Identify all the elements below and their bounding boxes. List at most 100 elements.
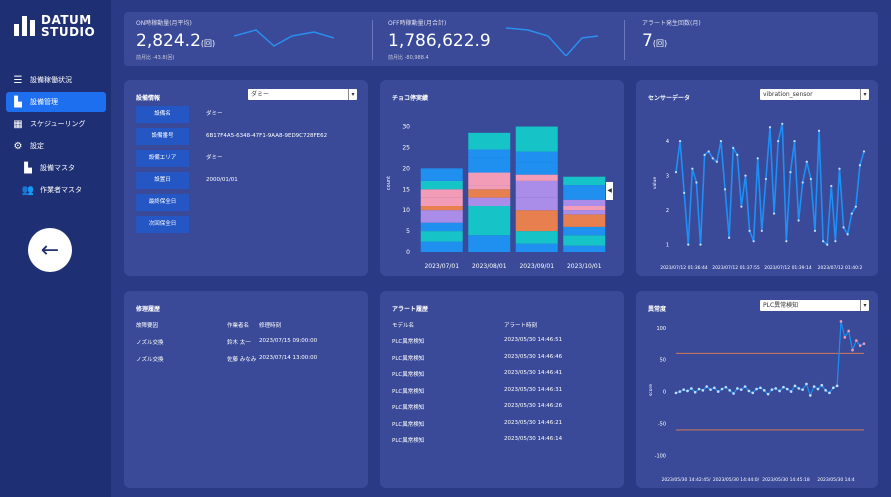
equipment-panel: 設備情報 ダミー ▾ 設備名 ダミー 設備番号 6B17F4A5-6348-47F1-… [124, 80, 368, 276]
y-axis-label: value [652, 177, 658, 190]
kpi-off: OFF時稼動量(月合計) 1,786,622.9 前月比 -80,988.4 [388, 18, 491, 61]
bar-segment [515, 210, 558, 232]
anomaly-point [732, 392, 735, 395]
users-icon: 👥 [21, 184, 35, 196]
table-cell: PLC異常検知 [392, 355, 425, 362]
anomaly-point [697, 387, 701, 391]
bar-segment [420, 222, 463, 232]
kpi-divider [372, 20, 373, 60]
sidebar-item-label: 設定 [30, 142, 44, 150]
table-cell: 2023/05/30 14:46:14 [504, 436, 563, 442]
anomaly-point [720, 387, 724, 391]
sensor-point [707, 150, 710, 153]
bar-segment [563, 193, 606, 200]
calendar-icon: ▦ [13, 118, 23, 130]
sensor-point [809, 177, 812, 181]
bar-segment [420, 241, 463, 252]
anomaly-series-line [675, 321, 865, 398]
sensor-point [826, 243, 829, 246]
kpi-bar: ON時稼動量(月平均) 2,824.2(回) 前月比 -43.8(回) OFF時… [124, 12, 878, 66]
repair-history-panel: 修理履歴 故障要因 作業者名 修理時刻 ノズル交換 鈴木 太一 2023/07/15 09… [124, 291, 368, 488]
sensor-point [715, 160, 718, 163]
sensor-select[interactable]: vibration_sensor ▾ [760, 89, 869, 100]
equipment-select[interactable]: ダミー ▾ [248, 89, 357, 100]
table-header: 作業者名 [227, 323, 250, 329]
chevron-down-icon: ▾ [860, 89, 869, 100]
bar-segment [468, 132, 511, 150]
y-axis-label: score [648, 384, 654, 396]
chevron-down-icon: ▾ [348, 89, 357, 100]
bar-segment [468, 206, 511, 236]
panel-title: 異常度 [648, 306, 667, 313]
sensor-point [785, 240, 788, 243]
info-label: 設備名 [136, 106, 189, 123]
logo[interactable]: DATUM STUDIO [14, 14, 95, 38]
anomaly-point [716, 390, 720, 393]
bar-segment [420, 231, 463, 242]
bar-segment [515, 197, 558, 211]
y-tick-label: 0 [406, 249, 410, 256]
bar-segment [515, 174, 558, 181]
table-cell: PLC異常検知 [392, 388, 425, 395]
anomaly-point [778, 389, 781, 393]
bar-segment [515, 231, 558, 244]
anomaly-point [682, 388, 685, 391]
sensor-point [764, 177, 768, 181]
bar-segment [468, 172, 511, 186]
panel-collapse-handle[interactable]: ◀ [606, 182, 613, 200]
bar-segment [563, 206, 606, 211]
sidebar-item[interactable]: ☰ 設備稼働状況 [6, 70, 106, 90]
y-tick-label: 100 [656, 326, 666, 332]
table-cell: PLC異常検知 [392, 438, 425, 444]
sidebar-item[interactable]: ⚙ 設定 [6, 136, 106, 156]
table-cell: 2023/05/30 14:46:31 [504, 386, 563, 393]
y-tick-label: 15 [402, 186, 410, 193]
kpi-divider [624, 20, 625, 60]
sidebar-item[interactable]: ▙ 設備管理 [6, 92, 106, 112]
sensor-point [817, 129, 821, 132]
sensor-point [744, 174, 747, 177]
sidebar-item[interactable]: 👥 作業者マスタ [6, 180, 106, 200]
anomaly-point [839, 320, 843, 323]
x-tick-label: 2023/08/01 [472, 263, 507, 270]
info-value: ダミー [206, 155, 223, 161]
sensor-point [822, 240, 825, 243]
x-tick-label: 2023/07/12 01:40:2 [818, 265, 863, 271]
bar-segment [468, 185, 511, 190]
bar-segment [563, 245, 606, 252]
bar-segment [515, 243, 558, 252]
sensor-point [703, 153, 706, 156]
sidebar-item[interactable]: ▙ 設備マスタ [6, 158, 106, 178]
anomaly-point [713, 386, 716, 390]
panel-title: アラート履歴 [392, 306, 429, 313]
anomaly-point [805, 382, 808, 386]
back-button[interactable]: ← [28, 228, 72, 272]
table-cell: 2023/05/30 14:46:21 [504, 419, 563, 426]
sensor-point [789, 171, 792, 174]
anomaly-point [705, 385, 708, 388]
anomaly-select[interactable]: PLC異常検知 ▾ [760, 300, 869, 311]
anomaly-point [747, 389, 751, 393]
kpi-value: 2,824.2 [136, 31, 201, 51]
kpi-sparkline-on [234, 29, 334, 47]
anomaly-point [755, 387, 758, 391]
sensor-chart: 1 2 3 4 value 2023/07/12 01:36:44 2023/07/12 0… [652, 122, 866, 271]
bar-segment [563, 226, 606, 236]
table-cell: 2023/05/30 14:46:51 [504, 337, 563, 343]
bar-segment [420, 189, 463, 198]
bar-segment [468, 235, 511, 242]
y-tick-label: 2 [666, 208, 669, 214]
bar-segment [468, 189, 511, 198]
anomaly-point [674, 391, 678, 395]
anomaly-point [736, 387, 739, 390]
bar-segment [468, 197, 511, 206]
panel-title: 修理履歴 [136, 306, 161, 313]
sidebar-item-label: スケジューリング [30, 120, 86, 128]
table-cell: PLC異常検知 [392, 339, 425, 345]
kpi-unit: (回) [652, 39, 668, 48]
bar-segment [563, 214, 606, 227]
select-value: vibration_sensor [763, 91, 813, 98]
logo-line2: STUDIO [41, 25, 96, 39]
sidebar-item[interactable]: ▦ スケジューリング [6, 114, 106, 134]
table-cell: 鈴木 太一 [227, 340, 251, 346]
